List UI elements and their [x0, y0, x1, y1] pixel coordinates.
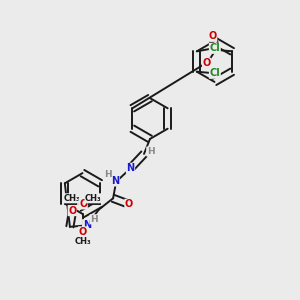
Text: Cl: Cl	[209, 43, 220, 53]
Text: H: H	[104, 170, 112, 179]
Text: N: N	[82, 220, 91, 230]
Text: O: O	[125, 199, 133, 209]
Text: N: N	[111, 176, 119, 186]
Text: O: O	[78, 199, 86, 209]
Text: CH₃: CH₃	[85, 194, 102, 203]
Text: H: H	[90, 215, 98, 224]
Text: Cl: Cl	[209, 68, 220, 78]
Text: H: H	[147, 147, 154, 156]
Text: O: O	[78, 227, 87, 237]
Text: N: N	[126, 163, 135, 173]
Text: O: O	[208, 31, 217, 41]
Text: O: O	[79, 199, 87, 209]
Text: CH₃: CH₃	[63, 194, 80, 203]
Text: O: O	[68, 206, 76, 216]
Text: CH₃: CH₃	[74, 237, 91, 246]
Text: O: O	[202, 58, 211, 68]
